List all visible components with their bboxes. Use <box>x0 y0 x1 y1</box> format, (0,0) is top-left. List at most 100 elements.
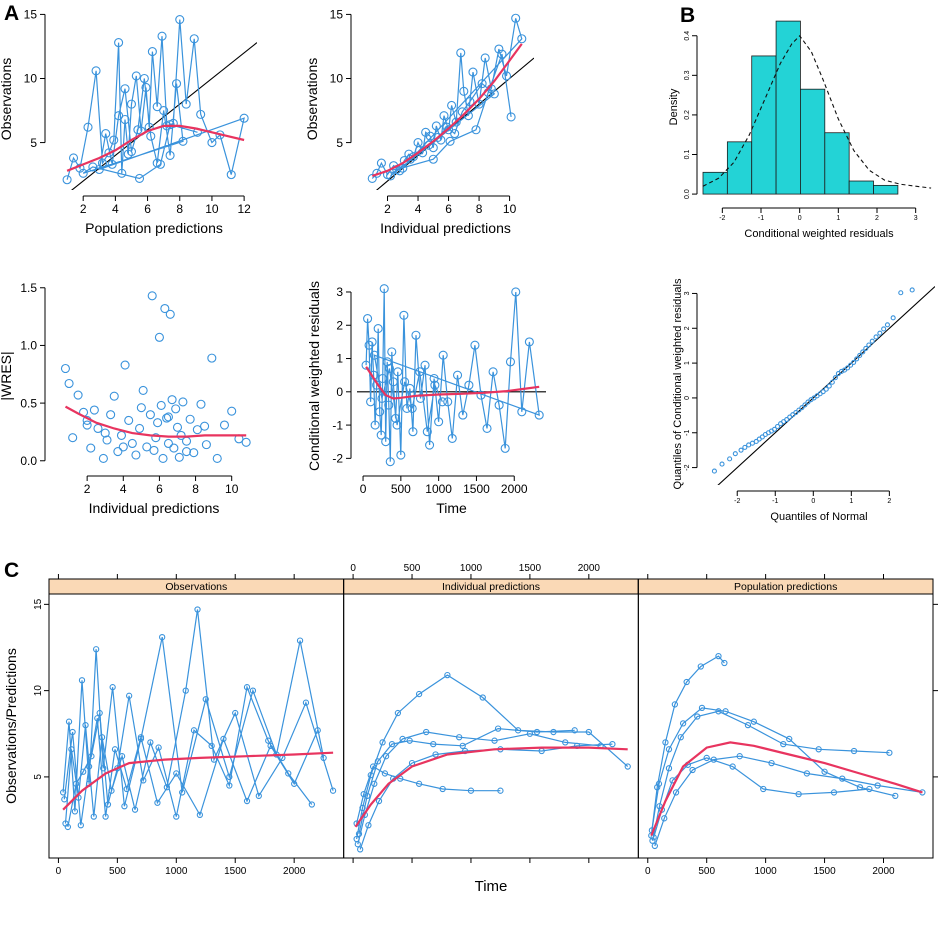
data-point <box>452 370 463 380</box>
data-point <box>94 164 104 175</box>
data-point <box>124 415 134 425</box>
data-point <box>116 430 127 440</box>
data-point <box>850 747 858 755</box>
facet-frame <box>343 578 639 859</box>
data-point <box>163 784 171 791</box>
data-point <box>155 744 162 751</box>
data-point <box>428 143 438 153</box>
data-point <box>136 403 146 413</box>
data-point <box>165 309 175 319</box>
qq-point <box>881 326 887 332</box>
data-point <box>77 822 84 829</box>
x-tick-label: 0 <box>360 482 367 496</box>
data-point <box>109 391 119 401</box>
data-point <box>102 813 109 820</box>
qq-point <box>863 345 869 352</box>
x-tick-label: 2000 <box>283 866 306 877</box>
qq-point <box>890 315 896 321</box>
data-point <box>491 737 498 744</box>
y-tick-label: 10 <box>330 72 344 86</box>
panel-label-c: C <box>4 559 19 582</box>
data-point <box>109 684 116 691</box>
data-point <box>255 792 262 800</box>
data-point <box>153 418 163 428</box>
data-point <box>494 725 502 732</box>
data-point <box>83 122 93 132</box>
facet-0: Observations 0 500 1000 1500 2000 <box>48 574 345 877</box>
data-point <box>69 728 76 736</box>
qq-point <box>732 451 738 457</box>
data-point <box>147 739 154 746</box>
data-point <box>683 678 690 686</box>
data-point <box>120 84 130 94</box>
data-point <box>196 109 206 119</box>
data-point <box>376 158 386 168</box>
data-point <box>651 842 658 850</box>
data-point <box>425 440 435 450</box>
data-point <box>371 780 378 787</box>
qq-point <box>805 399 811 405</box>
data-point <box>367 173 377 184</box>
data-point <box>125 692 133 699</box>
data-point <box>534 410 544 420</box>
data-point <box>405 154 415 164</box>
data-point <box>314 727 321 734</box>
data-point <box>451 117 461 127</box>
data-point <box>821 768 828 775</box>
qq-point <box>869 338 875 344</box>
data-point <box>500 443 510 453</box>
data-point <box>408 427 418 437</box>
subject-trace <box>64 609 334 824</box>
data-point <box>68 433 78 443</box>
data-point <box>98 453 108 464</box>
axes-a3: 2 4 6 8 10 0.0 0.5 1.0 1.5 Individual predictions… <box>0 281 239 516</box>
x-tick-label: 6 <box>445 202 452 216</box>
data-point <box>447 433 457 443</box>
x-tick-label: 1500 <box>224 866 247 877</box>
data-point <box>291 780 298 787</box>
data-point <box>467 787 475 794</box>
data-point <box>415 780 423 787</box>
data-point <box>465 97 475 107</box>
data-point <box>158 453 168 464</box>
loess-smooth-line <box>650 741 923 837</box>
data-point <box>160 303 170 314</box>
x-tick-label-top: 500 <box>404 563 421 574</box>
data-point <box>415 145 425 155</box>
y-tick-label: 5 <box>33 774 44 780</box>
data-point <box>96 709 103 717</box>
data-point <box>477 79 487 89</box>
data-point <box>488 367 498 377</box>
data-point <box>88 162 98 172</box>
data-point <box>679 720 687 727</box>
qq-point <box>759 434 765 440</box>
data-point <box>62 175 72 185</box>
data-point <box>126 99 137 109</box>
subject-trace <box>651 710 890 841</box>
x-tick-label: 10 <box>503 202 517 216</box>
plot-area-a2 <box>367 13 534 190</box>
data-point <box>703 754 710 762</box>
data-point <box>803 770 811 777</box>
data-point <box>458 410 468 420</box>
data-point <box>308 801 315 808</box>
data-point <box>661 815 668 822</box>
data-point <box>232 709 239 717</box>
data-point <box>86 443 96 453</box>
facet-2: Population predictions 0 500 1000 1500 2000 <box>637 574 934 877</box>
data-point <box>694 713 701 720</box>
data-point <box>524 337 534 347</box>
qq-point <box>854 356 860 362</box>
y-axis-title: Density <box>668 88 680 125</box>
data-point <box>375 407 385 417</box>
data-point <box>172 422 183 432</box>
data-point <box>374 758 381 765</box>
y-tick-label: 2 <box>684 326 691 330</box>
data-point <box>120 360 130 370</box>
data-point <box>482 423 492 433</box>
data-point <box>357 846 364 853</box>
qq-point <box>771 426 778 432</box>
data-point <box>131 71 141 81</box>
data-point <box>181 99 191 109</box>
